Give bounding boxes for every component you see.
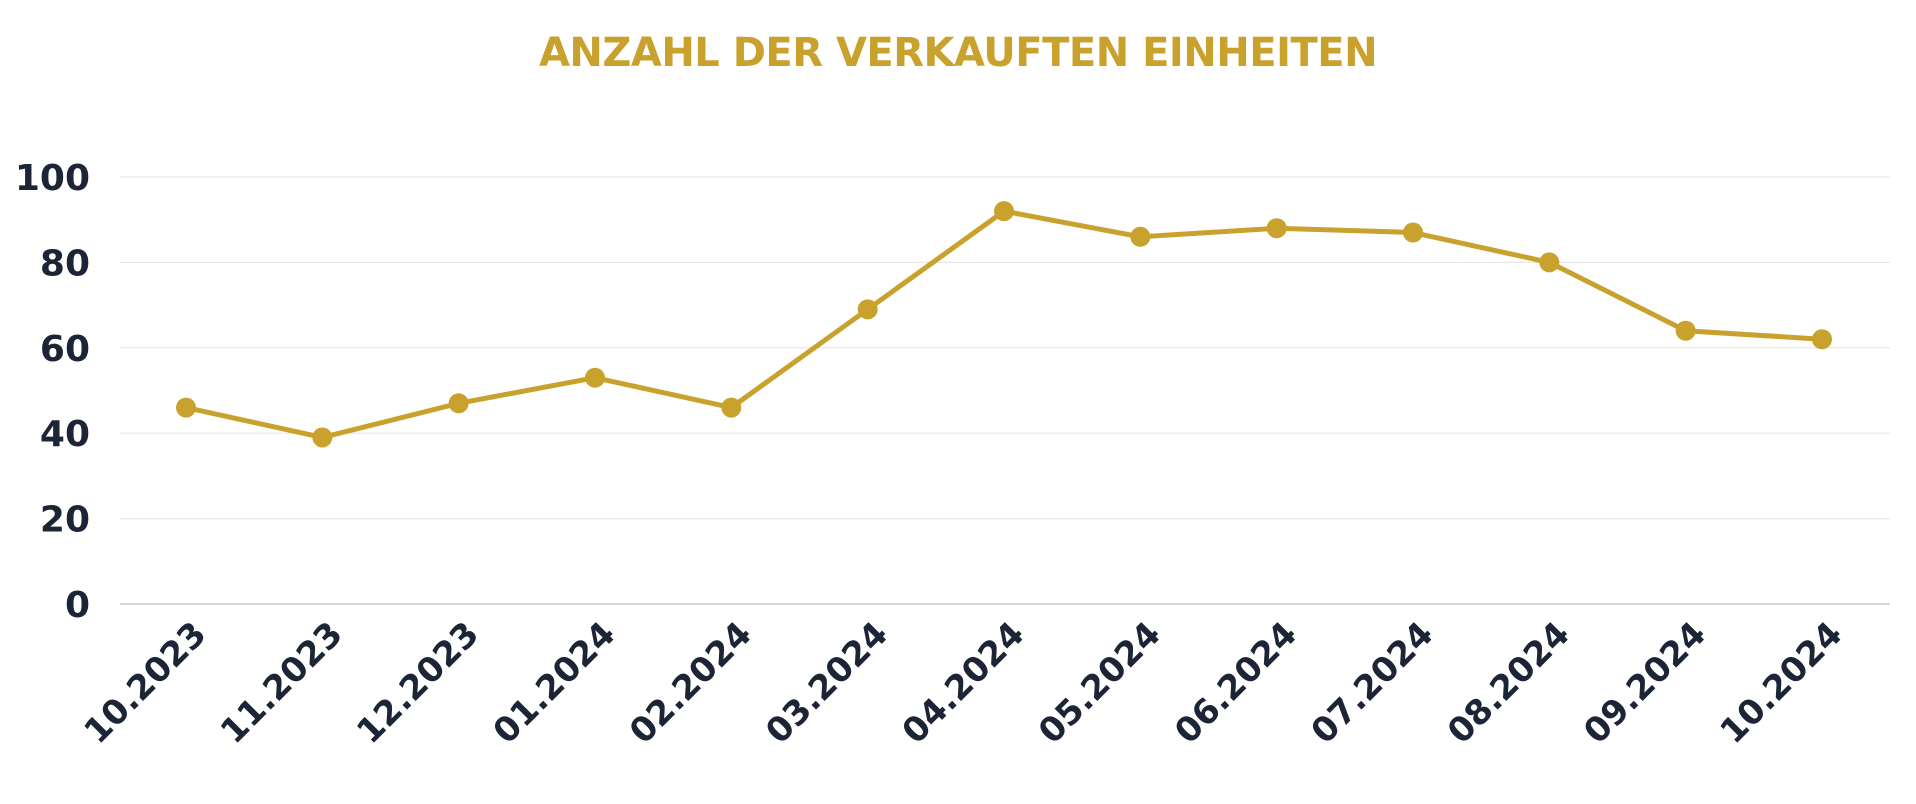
data-point xyxy=(1266,218,1287,239)
x-tick-label: 10.2023 xyxy=(77,614,215,752)
gridlines xyxy=(120,176,1890,520)
series-line xyxy=(183,208,1825,440)
x-tick-label: 05.2024 xyxy=(1031,614,1169,752)
x-tick-label: 11.2023 xyxy=(213,614,351,752)
data-point xyxy=(585,367,605,388)
chart-title: ANZAHL DER VERKAUFTEN EINHEITEN xyxy=(538,30,1378,76)
x-tick-label: 10.2024 xyxy=(1713,614,1851,752)
data-point xyxy=(721,397,742,418)
data-point xyxy=(1675,320,1696,341)
y-tick-label: 80 xyxy=(40,243,90,284)
x-axis-ticks: 10.202311.202312.202301.202402.202403.20… xyxy=(77,614,1851,752)
y-tick-label: 40 xyxy=(40,414,90,455)
series-line-layer xyxy=(183,208,1825,440)
y-tick-label: 60 xyxy=(40,329,90,370)
data-point xyxy=(1130,226,1151,247)
data-point xyxy=(1403,222,1423,243)
data-point xyxy=(448,393,469,414)
x-tick-label: 07.2024 xyxy=(1304,614,1442,752)
y-tick-label: 100 xyxy=(15,158,90,199)
data-point xyxy=(994,201,1014,222)
data-point xyxy=(176,397,196,418)
x-tick-label: 03.2024 xyxy=(758,614,896,752)
x-tick-label: 09.2024 xyxy=(1576,614,1714,752)
data-points xyxy=(176,201,1832,448)
x-tick-label: 01.2024 xyxy=(486,614,624,752)
x-tick-label: 06.2024 xyxy=(1167,614,1305,752)
data-point xyxy=(857,299,878,320)
data-point xyxy=(312,427,333,448)
x-tick-label: 04.2024 xyxy=(895,614,1033,752)
data-point xyxy=(1539,252,1560,273)
y-axis-ticks: 0 20 40 60 80 100 xyxy=(15,158,90,626)
x-tick-label: 08.2024 xyxy=(1440,614,1578,752)
x-tick-label: 12.2023 xyxy=(349,614,487,752)
data-point xyxy=(1812,329,1832,350)
x-tick-label: 02.2024 xyxy=(622,614,760,752)
y-tick-label: 0 xyxy=(65,585,90,626)
y-tick-label: 20 xyxy=(40,500,90,541)
